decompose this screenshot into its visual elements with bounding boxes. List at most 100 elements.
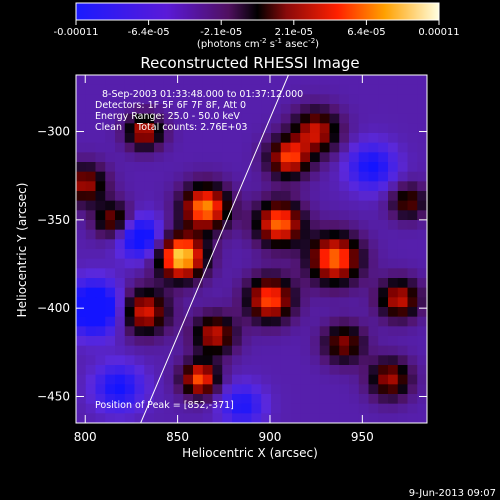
heatmap-cell bbox=[358, 152, 370, 163]
heatmap-cell bbox=[183, 413, 194, 423]
heatmap-cell bbox=[358, 403, 370, 414]
heatmap-cell bbox=[241, 200, 253, 211]
heatmap-cell bbox=[388, 268, 399, 279]
heatmap-cell bbox=[261, 345, 272, 356]
heatmap-cell bbox=[95, 181, 106, 192]
heatmap-cell bbox=[193, 268, 204, 279]
heatmap-cell bbox=[105, 287, 116, 298]
heatmap-cell bbox=[85, 229, 97, 240]
heatmap-cell bbox=[280, 287, 292, 298]
heatmap-cell bbox=[115, 307, 126, 318]
heatmap-cell bbox=[388, 287, 399, 298]
heatmap-cell bbox=[368, 374, 379, 385]
heatmap-cell bbox=[397, 113, 409, 124]
heatmap-cell bbox=[105, 394, 116, 405]
heatmap-cell bbox=[251, 191, 262, 202]
heatmap-cell bbox=[183, 268, 194, 279]
heatmap-cell bbox=[144, 316, 155, 327]
heatmap-cell bbox=[193, 75, 204, 86]
heatmap-cell bbox=[154, 191, 165, 202]
heatmap-cell bbox=[407, 113, 418, 124]
heatmap-cell bbox=[251, 84, 262, 95]
heatmap-cell bbox=[193, 220, 204, 231]
heatmap-cell bbox=[300, 94, 311, 105]
heatmap-cell bbox=[202, 278, 214, 289]
heatmap-cell bbox=[222, 307, 233, 318]
heatmap-cell bbox=[310, 84, 321, 95]
heatmap-cell bbox=[232, 316, 243, 327]
heatmap-cell bbox=[163, 181, 175, 192]
heatmap-cell bbox=[261, 268, 272, 279]
heatmap-cell bbox=[144, 113, 155, 124]
heatmap-cell bbox=[339, 171, 350, 182]
heatmap-cell bbox=[154, 133, 165, 144]
heatmap-cell bbox=[183, 374, 194, 385]
heatmap-cell bbox=[329, 374, 340, 385]
heatmap-cell bbox=[76, 249, 87, 260]
heatmap-cell bbox=[232, 113, 243, 124]
heatmap-cell bbox=[261, 258, 272, 269]
heatmap-cell bbox=[183, 75, 194, 86]
heatmap-cell bbox=[388, 374, 399, 385]
heatmap-cell bbox=[154, 249, 165, 260]
heatmap-cell bbox=[202, 326, 214, 337]
heatmap-cell bbox=[368, 345, 379, 356]
heatmap-cell bbox=[280, 297, 292, 308]
heatmap-cell bbox=[349, 297, 360, 308]
heatmap-cell bbox=[241, 345, 253, 356]
heatmap-cell bbox=[173, 210, 184, 221]
heatmap-cell bbox=[76, 133, 87, 144]
heatmap-cell bbox=[339, 394, 350, 405]
heatmap-cell bbox=[251, 297, 262, 308]
heatmap-cell bbox=[417, 220, 427, 231]
heatmap-cell bbox=[271, 374, 282, 385]
heatmap-cell bbox=[280, 123, 292, 134]
heatmap-cell bbox=[388, 191, 399, 202]
heatmap-cell bbox=[144, 171, 155, 182]
heatmap-cell bbox=[154, 152, 165, 163]
heatmap-cell bbox=[163, 191, 175, 202]
heatmap-cell bbox=[271, 287, 282, 298]
heatmap-cell bbox=[124, 191, 136, 202]
heatmap-cell bbox=[144, 355, 155, 366]
heatmap-cell bbox=[193, 258, 204, 269]
heatmap-cell bbox=[115, 336, 126, 347]
heatmap-cell bbox=[378, 133, 389, 144]
heatmap-cell bbox=[319, 394, 331, 405]
heatmap-cell bbox=[388, 394, 399, 405]
heatmap-cell bbox=[339, 142, 350, 153]
heatmap-cell bbox=[241, 75, 253, 86]
heatmap-cell bbox=[358, 278, 370, 289]
heatmap-cell bbox=[173, 75, 184, 86]
heatmap-cell bbox=[358, 113, 370, 124]
heatmap-cell bbox=[329, 336, 340, 347]
heatmap-cell bbox=[144, 403, 155, 414]
heatmap-cell bbox=[124, 162, 136, 173]
heatmap-cell bbox=[271, 278, 282, 289]
heatmap-cell bbox=[144, 133, 155, 144]
heatmap-cell bbox=[173, 297, 184, 308]
heatmap-cell bbox=[115, 258, 126, 269]
heatmap-cell bbox=[310, 403, 321, 414]
heatmap-cell bbox=[95, 191, 106, 202]
heatmap-cell bbox=[378, 181, 389, 192]
heatmap-cell bbox=[417, 307, 427, 318]
heatmap-cell bbox=[144, 239, 155, 250]
heatmap-cell bbox=[202, 200, 214, 211]
heatmap-cell bbox=[241, 210, 253, 221]
heatmap-cell bbox=[368, 229, 379, 240]
heatmap-cell bbox=[339, 278, 350, 289]
heatmap-cell bbox=[261, 374, 272, 385]
heatmap-cell bbox=[163, 365, 175, 376]
heatmap-cell bbox=[222, 268, 233, 279]
heatmap-cell bbox=[232, 374, 243, 385]
heatmap-cell bbox=[202, 403, 214, 414]
heatmap-cell bbox=[397, 239, 409, 250]
heatmap-cell bbox=[202, 181, 214, 192]
heatmap-cell bbox=[154, 413, 165, 423]
heatmap-cell bbox=[193, 336, 204, 347]
heatmap-cell bbox=[154, 326, 165, 337]
heatmap-cell bbox=[271, 181, 282, 192]
heatmap-cell bbox=[378, 278, 389, 289]
heatmap-cell bbox=[329, 249, 340, 260]
